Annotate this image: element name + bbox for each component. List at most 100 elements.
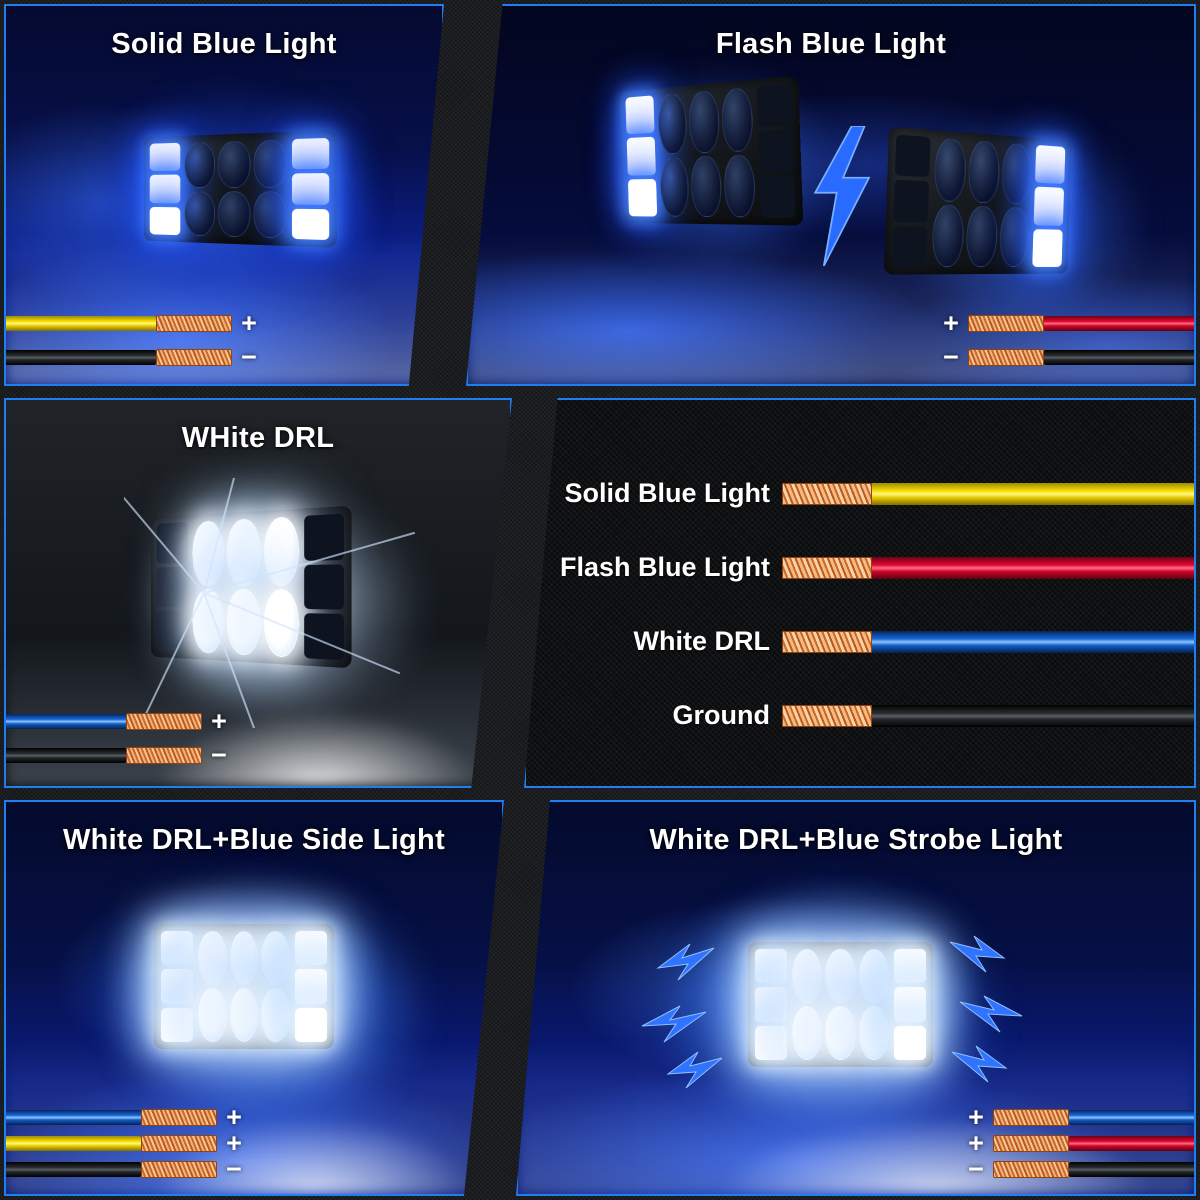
led-module	[748, 942, 933, 1067]
strobe-bolt-icon	[640, 1002, 708, 1049]
led-lens	[185, 141, 216, 188]
side-led	[156, 610, 189, 653]
led-lens	[253, 190, 287, 239]
wire-row: +	[959, 1103, 1194, 1130]
led-lens	[226, 518, 261, 586]
main-led-grid	[192, 516, 299, 658]
panel-title: Solid Blue Light	[111, 28, 337, 60]
side-led-column-right	[893, 949, 926, 1060]
polarity-minus: −	[211, 739, 227, 770]
led-lens	[185, 190, 216, 237]
strobe-bolt-icon	[950, 1044, 1008, 1089]
led-lens	[690, 154, 722, 218]
lightning-bolt-icon	[808, 125, 874, 267]
wire-copper-end	[968, 348, 1044, 366]
side-led	[156, 521, 189, 564]
polarity-plus: +	[226, 1101, 242, 1132]
wire-row: −	[6, 739, 236, 770]
wire-insulation-black	[6, 349, 156, 365]
panel-solid-blue-light: Solid Blue Light	[4, 4, 444, 386]
led-lens	[197, 988, 227, 1042]
side-led-column-right	[1031, 144, 1066, 267]
led-lens	[825, 949, 856, 1003]
strobe-bolt-icon	[656, 942, 716, 987]
panel-white-drl-blue-side-light: White DRL+Blue Side Light	[4, 800, 504, 1196]
wire-insulation-black	[1044, 349, 1194, 365]
wire-diagram: + −	[934, 307, 1194, 372]
led-lens	[261, 988, 291, 1042]
led-lens	[660, 156, 690, 217]
legend-row: White DRL	[560, 626, 1194, 657]
polarity-minus: −	[943, 341, 959, 372]
led-module	[150, 505, 352, 669]
led-lens	[792, 949, 823, 1003]
polarity-minus: −	[968, 1153, 984, 1184]
side-led	[755, 949, 788, 984]
led-lens	[229, 931, 259, 985]
polarity-plus: +	[943, 307, 959, 338]
led-module	[154, 924, 334, 1049]
wire-row: −	[6, 1155, 251, 1182]
wire-diagram: + −	[6, 307, 266, 370]
side-led	[755, 1025, 788, 1060]
main-led-grid	[197, 931, 291, 1042]
polarity-plus: +	[241, 307, 257, 338]
led-lens	[858, 1006, 889, 1060]
wire-copper-end	[782, 630, 872, 653]
side-led	[894, 134, 932, 178]
led-lens	[720, 87, 754, 152]
wire-insulation-black	[872, 704, 1194, 727]
side-led	[291, 173, 330, 205]
side-led	[291, 137, 330, 170]
wire-copper-end	[126, 746, 202, 764]
panel-title: WHite DRL	[181, 422, 335, 454]
wire-insulation-blue	[6, 713, 126, 729]
wire-insulation-yellow	[6, 315, 156, 331]
panel-white-drl-blue-strobe-light: White DRL+Blue Strobe Light	[516, 800, 1196, 1196]
panel-title: White DRL+Blue Side Light	[62, 824, 446, 856]
polarity-plus: +	[968, 1127, 984, 1158]
wire-insulation-red	[1069, 1135, 1194, 1151]
side-led	[161, 1007, 193, 1042]
wire-copper-end	[968, 314, 1044, 332]
wire-insulation-blue	[6, 1109, 141, 1125]
main-led-grid	[185, 139, 287, 239]
led-lens	[934, 137, 968, 202]
wire-insulation-black	[1069, 1161, 1194, 1177]
panel-title: Flash Blue Light	[715, 28, 947, 60]
side-led-column-left	[156, 521, 189, 653]
side-led	[1034, 144, 1066, 185]
panel-white-drl: WHite DRL	[4, 398, 512, 788]
wire-copper-end	[993, 1160, 1069, 1178]
wire-row: +	[6, 1101, 251, 1132]
wire-copper-end	[141, 1160, 217, 1178]
side-led	[149, 142, 181, 172]
wire-row: −	[934, 341, 1194, 372]
wire-insulation-red	[1044, 315, 1194, 331]
wire-insulation-black	[6, 747, 126, 763]
led-lens	[218, 140, 251, 188]
wire-copper-end	[782, 482, 872, 505]
led-module	[143, 130, 337, 248]
side-led-column-right	[291, 137, 330, 241]
side-led	[295, 969, 327, 1004]
wire-copper-end	[141, 1134, 217, 1152]
main-led-grid	[792, 949, 889, 1060]
led-lens	[858, 949, 889, 1003]
side-led	[627, 178, 658, 217]
main-led-grid	[658, 87, 756, 218]
legend-row: Flash Blue Light	[560, 552, 1194, 583]
led-lens	[792, 1006, 823, 1060]
panel-flash-blue-light: Flash Blue Light	[466, 4, 1196, 386]
led-lens	[931, 203, 965, 268]
led-module	[883, 126, 1072, 275]
led-lens	[998, 206, 1030, 268]
strobe-bolt-icon	[666, 1050, 724, 1095]
wire-row: +	[934, 307, 1194, 338]
led-lens	[688, 89, 720, 154]
strobe-bolt-icon	[948, 934, 1006, 979]
led-lens	[218, 190, 251, 238]
legend-label: White DRL	[633, 626, 770, 656]
wire-diagram: + + −	[6, 1101, 251, 1182]
legend-label: Solid Blue Light	[564, 478, 770, 508]
